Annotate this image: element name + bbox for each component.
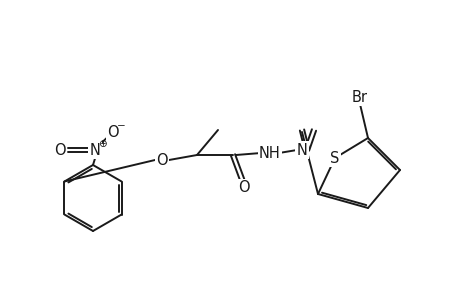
Text: ⊕: ⊕	[97, 139, 106, 149]
Text: −: −	[117, 121, 125, 131]
Text: O: O	[107, 124, 118, 140]
Text: O: O	[238, 181, 249, 196]
Text: Br: Br	[351, 89, 367, 104]
Text: NH: NH	[258, 146, 280, 160]
Text: N: N	[90, 142, 100, 158]
Text: O: O	[54, 142, 66, 158]
Text: S: S	[330, 151, 339, 166]
Text: N: N	[296, 142, 307, 158]
Text: O: O	[156, 152, 168, 167]
